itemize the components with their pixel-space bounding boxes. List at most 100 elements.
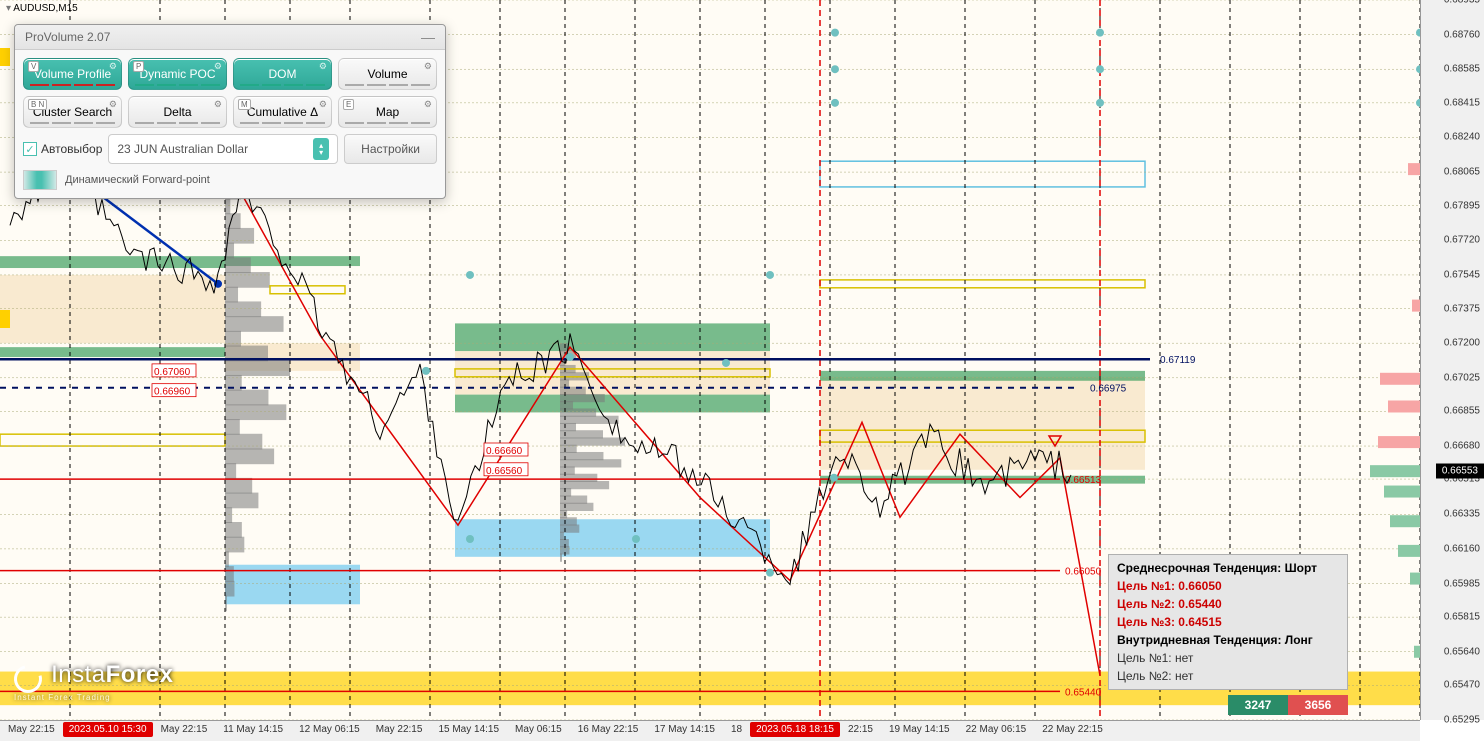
- contract-value: 23 JUN Australian Dollar: [117, 142, 248, 156]
- time-tick: 15 May 14:15: [430, 721, 507, 738]
- volume-profile-bar: [225, 463, 236, 479]
- pivot-dot-icon: [1096, 99, 1104, 107]
- volume-profile-bar: [225, 419, 240, 435]
- y-tick-label: 0.68585: [1444, 64, 1480, 75]
- volume-profile-bar: [225, 287, 238, 303]
- bid-ask-volume: 3247 3656: [1228, 695, 1348, 715]
- y-tick-label: 0.67025: [1444, 372, 1480, 383]
- volume-profile-bar: [225, 507, 232, 523]
- pv-tool-volume[interactable]: ⚙Volume: [338, 58, 437, 90]
- volume-profile-bar: [225, 228, 254, 244]
- level-label: 0.65440: [1065, 687, 1102, 698]
- time-tick: 12 May 06:15: [291, 721, 368, 738]
- volume-profile-bar: [560, 554, 562, 562]
- vp-bar-buy: [1410, 573, 1420, 585]
- price-label: 0.66660: [486, 446, 523, 457]
- trend-intra-title: Внутридневная Тенденция: Лонг: [1117, 631, 1339, 649]
- bookmark-tab[interactable]: [0, 310, 10, 328]
- price-label: 0.66960: [154, 387, 191, 398]
- chart-area[interactable]: 0.671190.669750.660500.654400.665130.670…: [0, 0, 1420, 720]
- time-tick: May 06:15: [507, 721, 570, 738]
- pivot-dot-icon: [830, 474, 838, 482]
- autoselect-checkbox[interactable]: ✓ Автовыбор: [23, 142, 102, 156]
- trend-target-2: Цель №2: 0.65440: [1117, 595, 1339, 613]
- volume-profile-bar: [225, 493, 258, 509]
- gear-icon[interactable]: ⚙: [424, 61, 432, 72]
- volume-profile-bar: [560, 495, 587, 503]
- stepper-arrows-icon[interactable]: ▴▾: [313, 138, 329, 160]
- minimize-icon[interactable]: —: [421, 29, 435, 45]
- volume-profile-bar: [225, 331, 241, 347]
- pv-tool-dom[interactable]: ⚙DOM: [233, 58, 332, 90]
- time-tick: 22 May 22:15: [1034, 721, 1111, 738]
- volume-profile-bar: [560, 459, 621, 467]
- pv-tool-cumulative-[interactable]: ⚙MCumulative Δ: [233, 96, 332, 128]
- volume-profile-bar: [225, 316, 284, 332]
- y-tick-label: 0.68240: [1444, 132, 1480, 143]
- volume-profile-bar: [560, 394, 605, 402]
- volume-profile-bar: [560, 539, 569, 547]
- settings-button[interactable]: Настройки: [344, 134, 437, 164]
- pivot-dot-icon: [766, 271, 774, 279]
- provolume-panel[interactable]: ProVolume 2.07 — ⚙VVolume Profile⚙PDynam…: [14, 24, 446, 199]
- volume-profile-bar: [225, 404, 286, 420]
- vp-bar-buy: [1384, 486, 1420, 498]
- vp-bar-buy: [1398, 545, 1420, 557]
- volume-profile-bar: [225, 390, 268, 406]
- pv-tool-volume-profile[interactable]: ⚙VVolume Profile: [23, 58, 122, 90]
- time-tick: May 22:15: [153, 721, 216, 738]
- gear-icon[interactable]: ⚙: [214, 61, 222, 72]
- forward-swatch-icon: [23, 170, 57, 190]
- gear-icon[interactable]: ⚙: [109, 99, 117, 110]
- zone-band: [0, 275, 225, 343]
- volume-profile-bar: [225, 360, 290, 376]
- pivot-dot-icon: [466, 535, 474, 543]
- vp-bar-sell: [1412, 300, 1420, 312]
- gear-icon[interactable]: ⚙: [109, 61, 117, 72]
- volume-profile-bar: [560, 481, 609, 489]
- y-tick-label: 0.65985: [1444, 578, 1480, 589]
- y-tick-label: 0.67895: [1444, 200, 1480, 211]
- pv-tool-delta[interactable]: ⚙Delta: [128, 96, 227, 128]
- provolume-titlebar[interactable]: ProVolume 2.07 —: [15, 25, 445, 50]
- volume-profile-bar: [560, 532, 564, 540]
- y-tick-label: 0.65470: [1444, 680, 1480, 691]
- time-marker-highlighted: 2023.05.10 15:30: [63, 722, 153, 737]
- time-tick: May 22:15: [368, 721, 431, 738]
- volume-profile-bar: [560, 466, 575, 474]
- tool-hotkey-tag: E: [343, 99, 354, 110]
- volume-profile-bar: [560, 452, 603, 460]
- pivot-dot-icon: [722, 359, 730, 367]
- pivot-dot-icon: [831, 29, 839, 37]
- pv-tool-cluster-search[interactable]: ⚙B NCluster Search: [23, 96, 122, 128]
- gear-icon[interactable]: ⚙: [424, 99, 432, 110]
- pivot-dot-icon: [566, 353, 574, 361]
- gear-icon[interactable]: ⚙: [214, 99, 222, 110]
- volume-profile-bar: [225, 272, 270, 288]
- vp-bar-sell: [1380, 373, 1420, 385]
- forward-point-row: Динамический Forward-point: [23, 170, 437, 190]
- volume-profile-bar: [560, 437, 625, 445]
- vp-bar-sell: [1378, 436, 1420, 448]
- pivot-dot-icon: [422, 367, 430, 375]
- bookmark-tab[interactable]: [0, 48, 10, 66]
- pv-tool-dynamic-poc[interactable]: ⚙PDynamic POC: [128, 58, 227, 90]
- y-tick-label: 0.65640: [1444, 646, 1480, 657]
- ask-volume: 3247: [1228, 695, 1288, 715]
- level-label: 0.66975: [1090, 384, 1127, 395]
- pv-tool-map[interactable]: ⚙EMap: [338, 96, 437, 128]
- volume-profile-bar: [225, 581, 234, 597]
- target-box: [820, 280, 1145, 288]
- time-tick: 11 May 14:15: [215, 721, 291, 738]
- volume-profile-bar: [225, 551, 229, 567]
- contract-select[interactable]: 23 JUN Australian Dollar ▴▾: [108, 134, 338, 164]
- time-tick: 22:15: [840, 721, 881, 738]
- level-label: 0.66050: [1065, 567, 1102, 578]
- gear-icon[interactable]: ⚙: [319, 99, 327, 110]
- vp-bar-buy: [1390, 515, 1420, 527]
- volume-profile-bar: [560, 474, 597, 482]
- y-tick-label: 0.68760: [1444, 29, 1480, 40]
- trend-intra-2: Цель №2: нет: [1117, 667, 1339, 685]
- volume-profile-bar: [560, 488, 571, 496]
- gear-icon[interactable]: ⚙: [319, 61, 327, 72]
